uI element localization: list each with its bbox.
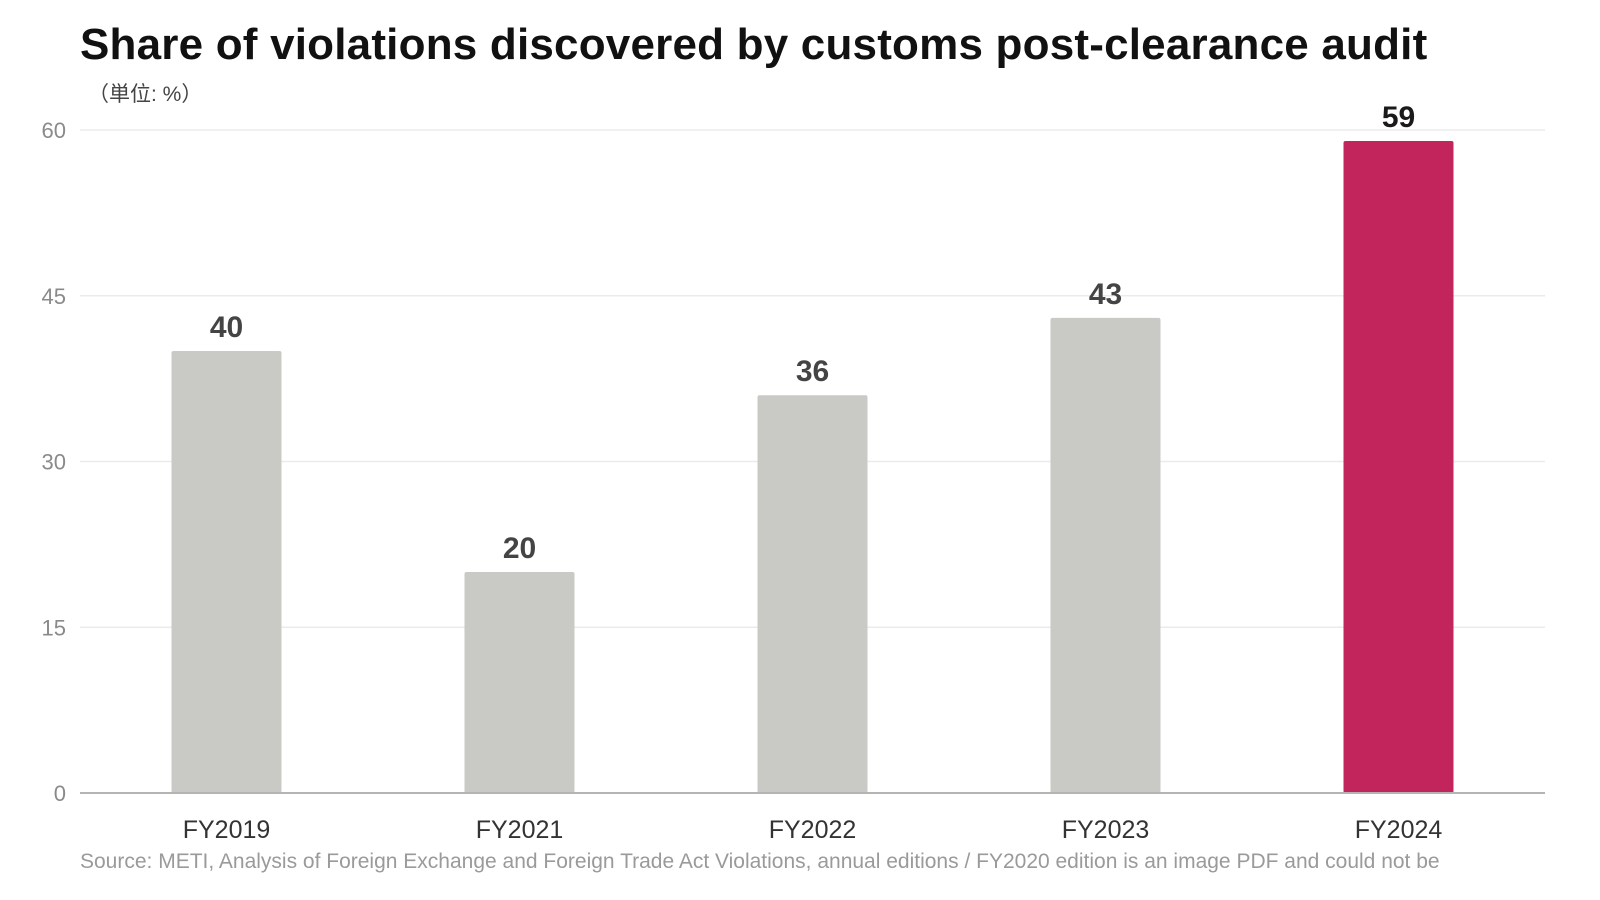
bar-fy2019 bbox=[171, 351, 282, 793]
x-tick-label: FY2022 bbox=[769, 816, 857, 844]
x-tick-label: FY2024 bbox=[1355, 816, 1443, 844]
y-tick-label: 0 bbox=[54, 781, 66, 806]
data-label: 43 bbox=[1089, 278, 1122, 311]
y-tick-label: 30 bbox=[42, 450, 66, 475]
x-tick-label: FY2023 bbox=[1062, 816, 1150, 844]
bar-fy2023 bbox=[1050, 317, 1161, 793]
x-tick-label: FY2021 bbox=[476, 816, 564, 844]
data-label: 59 bbox=[1382, 101, 1415, 134]
bar-fy2022 bbox=[757, 395, 868, 793]
unit-label: （単位: %） bbox=[88, 83, 203, 106]
bar-fy2021 bbox=[464, 572, 575, 793]
y-tick-label: 45 bbox=[42, 284, 66, 309]
y-tick-label: 60 bbox=[42, 118, 66, 143]
bar-fy2024 bbox=[1343, 141, 1454, 794]
source-note: Source: METI, Analysis of Foreign Exchan… bbox=[80, 850, 1440, 873]
data-label: 40 bbox=[210, 311, 243, 344]
x-tick-label: FY2019 bbox=[183, 816, 271, 844]
chart-title: Share of violations discovered by custom… bbox=[80, 20, 1428, 69]
y-tick-label: 15 bbox=[42, 615, 66, 640]
data-label: 20 bbox=[503, 532, 536, 565]
data-label: 36 bbox=[796, 355, 829, 388]
